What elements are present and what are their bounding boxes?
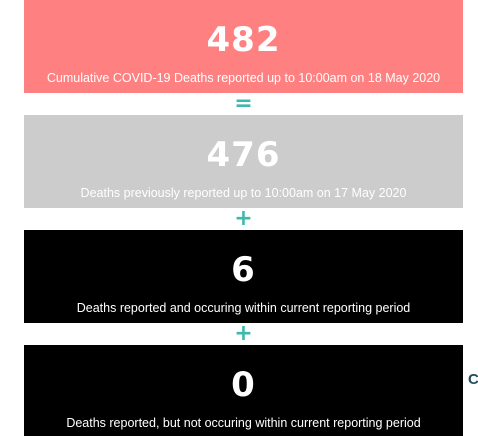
backlog-deaths-tile: 0 Deaths reported, but not occuring with… [24, 345, 463, 436]
previous-deaths-tile: 476 Deaths previously reported up to 10:… [24, 115, 463, 208]
plus-operator-2: + [234, 321, 253, 346]
equals-operator: = [234, 91, 253, 116]
cumulative-deaths-value: 482 [206, 20, 281, 60]
cumulative-deaths-tile: 482 Cumulative COVID-19 Deaths reported … [24, 0, 463, 93]
plus-operator-1: + [234, 206, 253, 231]
previous-deaths-value: 476 [206, 135, 281, 175]
backlog-deaths-value: 0 [231, 365, 256, 405]
current-period-deaths-caption: Deaths reported and occuring within curr… [76, 301, 411, 315]
previous-deaths-caption: Deaths previously reported up to 10:00am… [80, 186, 407, 200]
current-period-deaths-value: 6 [231, 250, 256, 290]
clipped-edge-text: C [468, 372, 478, 388]
current-period-deaths-tile: 6 Deaths reported and occuring within cu… [24, 230, 463, 323]
cumulative-deaths-caption: Cumulative COVID-19 Deaths reported up t… [46, 71, 441, 85]
backlog-deaths-caption: Deaths reported, but not occuring within… [66, 416, 421, 430]
